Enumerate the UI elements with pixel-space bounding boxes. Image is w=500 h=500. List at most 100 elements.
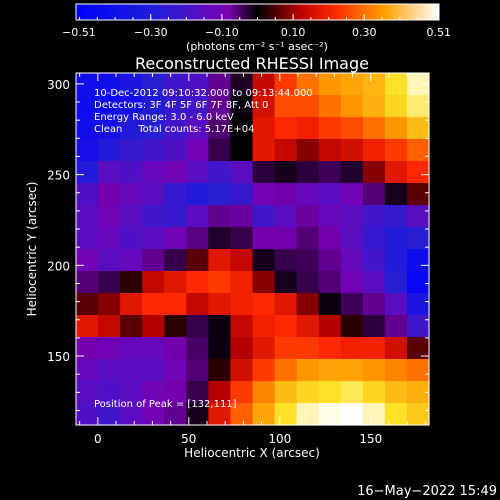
heatmap-cell [186,183,209,206]
heatmap-cell [406,139,430,162]
heatmap-cell [98,271,121,294]
heatmap-cell [296,183,320,206]
heatmap-cell [98,95,121,118]
heatmap-cell [252,293,276,316]
heatmap-cell [164,161,187,184]
heatmap-cell [142,381,165,404]
heatmap-cell [208,249,232,272]
heatmap-cell [76,183,99,206]
heatmap-cell [76,293,99,316]
heatmap-cell [208,183,232,206]
heatmap-cell [252,139,276,162]
heatmap-cell [318,139,342,162]
heatmap-cell [362,337,386,360]
heatmap-cell [164,117,187,140]
heatmap-cell [318,315,342,338]
heatmap-cell [186,403,209,426]
heatmap-cell [384,139,408,162]
heatmap-cell [340,117,364,140]
heatmap-cell [76,359,99,382]
heatmap-cell [362,117,386,140]
heatmap-cell [120,95,143,118]
heatmap-cell [186,315,209,338]
heatmap-cell [296,293,320,316]
heatmap-cell [98,205,121,228]
heatmap-cell [208,95,232,118]
heatmap-cell [384,161,408,184]
heatmap-cell [274,227,298,250]
heatmap-cell [384,359,408,382]
heatmap-cell [120,337,143,360]
colorbar-unit-label: (photons cm⁻² s⁻¹ asec⁻²) [186,40,328,53]
heatmap-cell [230,403,254,426]
heatmap-cell [76,205,99,228]
heatmap-cell [142,293,165,316]
heatmap-cell [384,227,408,250]
heatmap-cell [406,403,430,426]
heatmap-cell [406,337,430,360]
y-tick-label: 300 [47,78,70,92]
heatmap-cell [120,315,143,338]
heatmap-cell [340,337,364,360]
heatmap-cell [362,359,386,382]
heatmap-cell [98,161,121,184]
heatmap-cell [186,381,209,404]
heatmap-cell [362,315,386,338]
heatmap-cell [208,359,232,382]
heatmap-cell [252,73,276,96]
heatmap-cell [98,381,121,404]
heatmap-cell [142,117,165,140]
heatmap-cell [296,227,320,250]
footer-timestamp: 16−May−2022 15:49 [357,484,497,499]
heatmap-cell [296,381,320,404]
heatmap-cell [252,315,276,338]
heatmap-cell [384,403,408,426]
heatmap-cell [406,161,430,184]
heatmap-cell [252,205,276,228]
heatmap-cell [296,95,320,118]
heatmap-cell [362,271,386,294]
heatmap-cell [186,249,209,272]
heatmap-cell [384,205,408,228]
heatmap-cell [208,293,232,316]
heatmap-cell [340,315,364,338]
heatmap-cell [142,139,165,162]
heatmap-cell [208,139,232,162]
heatmap-cell [296,73,320,96]
heatmap-cell [296,271,320,294]
heatmap-cell [76,337,99,360]
heatmap-cell [274,117,298,140]
info-line-counts: Clean Total counts: 5.17E+04 [94,124,254,135]
plot-frame [75,72,430,426]
heatmap-cell [384,315,408,338]
heatmap-cell [230,161,254,184]
heatmap-cell [120,271,143,294]
heatmap-cell [208,403,232,426]
heatmap-cell [318,381,342,404]
heatmap-cell [318,293,342,316]
heatmap-cell [98,403,121,426]
heatmap-cell [142,403,165,426]
info-line-detectors: Detectors: 3F 4F 5F 6F 7F 8F, Att 0 [94,100,268,111]
heatmap-cell [406,183,430,206]
heatmap-cell [362,205,386,228]
heatmap-cell [142,337,165,360]
info-line-time: 10-Dec-2012 09:10:32.000 to 09:13:44.000 [94,88,313,99]
heatmap-cell [252,359,276,382]
heatmap-cell [318,249,342,272]
heatmap-cell [120,183,143,206]
heatmap-cell [318,271,342,294]
heatmap-cell [98,315,121,338]
heatmap-cell [362,161,386,184]
heatmap-cell [142,227,165,250]
heatmap-cell [164,73,187,96]
heatmap-cell [76,95,99,118]
x-tick-label: 0 [94,432,102,446]
heatmap-cell [98,139,121,162]
y-tick-label: 200 [47,259,70,273]
heatmap-cell [406,117,430,140]
heatmap-cell [164,403,187,426]
heatmap-cell [208,161,232,184]
heatmap-cell [252,95,276,118]
x-tick-label: 50 [181,432,196,446]
